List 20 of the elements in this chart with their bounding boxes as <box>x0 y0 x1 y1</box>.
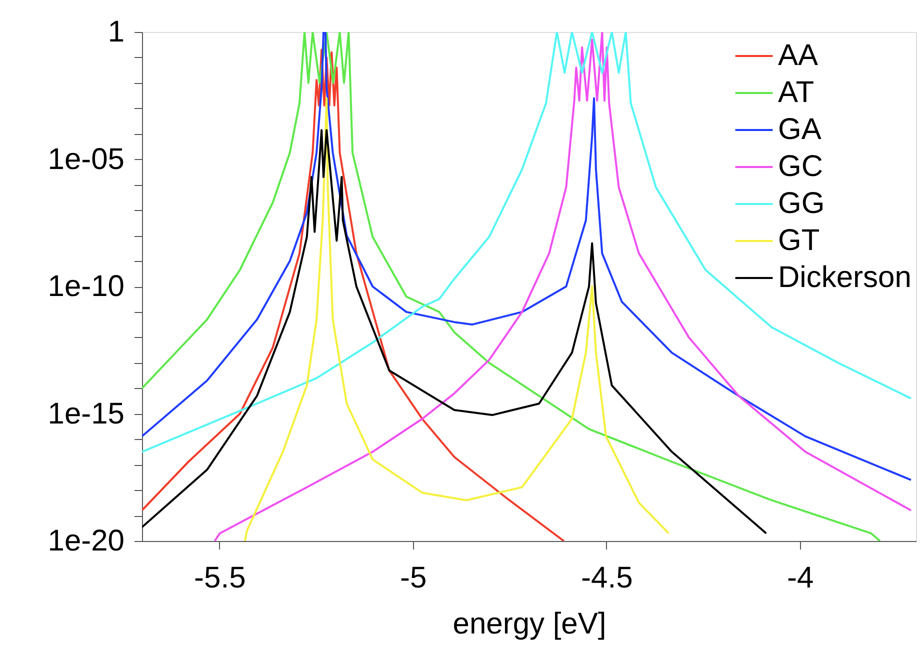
x-tick-label: -5 <box>400 562 427 594</box>
line-series <box>142 48 565 541</box>
legend-label: AT <box>778 76 814 109</box>
x-tick-label: -5.5 <box>194 562 246 594</box>
x-tick-label: -4 <box>787 562 814 594</box>
legend-label: AA <box>778 39 818 72</box>
line-series <box>142 129 768 534</box>
y-tick-label: 1e-20 <box>48 524 124 558</box>
y-tick-label: 1e-10 <box>48 270 124 303</box>
legend-label: Dickerson <box>778 261 912 294</box>
legend-label: GC <box>778 150 823 183</box>
y-tick-label: 1 <box>108 16 124 48</box>
line-series <box>244 97 670 541</box>
x-tick-label: -4.5 <box>581 562 633 594</box>
y-tick-label: 1e-05 <box>48 142 124 176</box>
legend-label: GG <box>778 187 825 220</box>
x-axis-title: energy [eV] <box>452 608 606 640</box>
y-tick-label: 1e-15 <box>48 397 124 430</box>
legend-label: GT <box>778 224 820 257</box>
legend-label: GA <box>778 113 822 146</box>
